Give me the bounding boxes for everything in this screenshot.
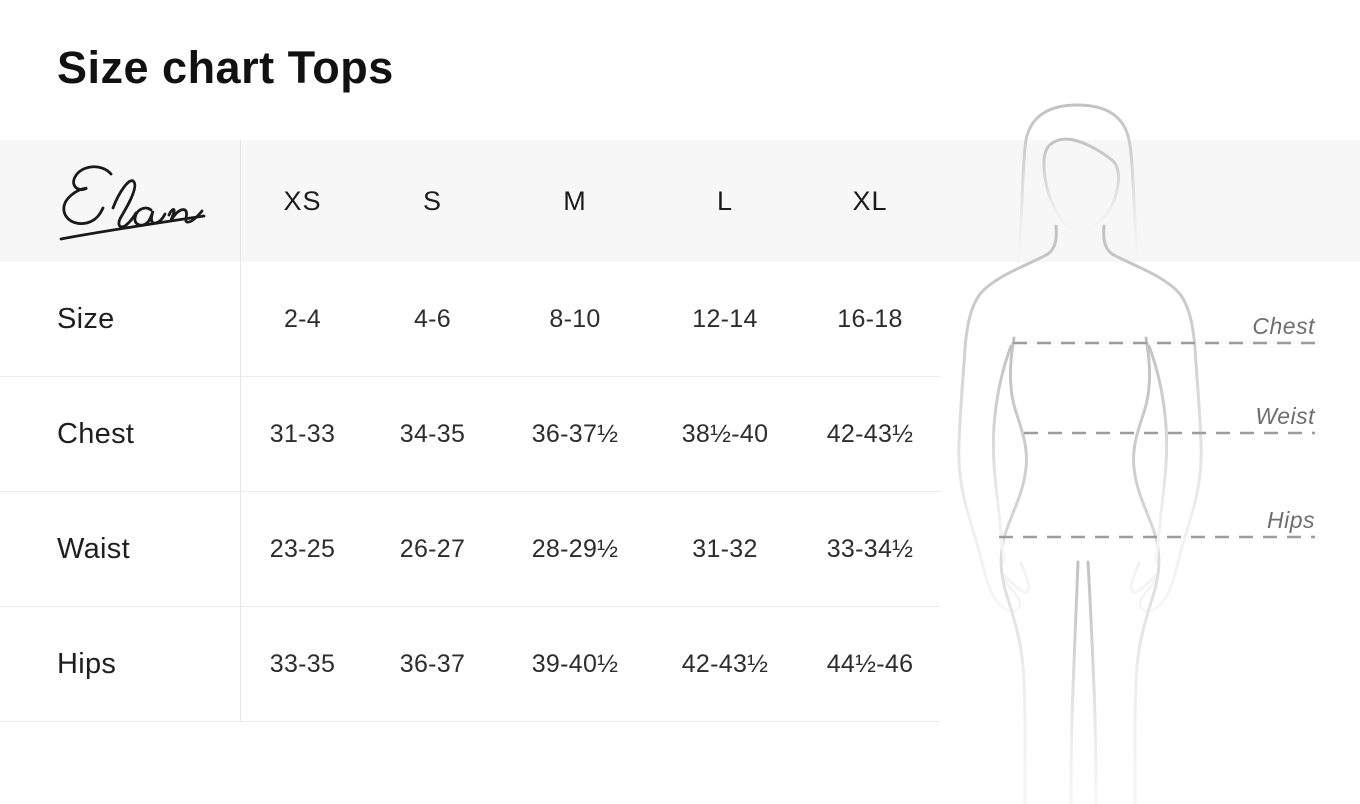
- cell-size-l: 12-14: [692, 304, 758, 333]
- female-body-outline-icon: Chest Weist Hips: [957, 103, 1316, 804]
- row-label-chest: Chest: [57, 417, 135, 450]
- cell-hips-xl: 44½-46: [826, 649, 914, 678]
- cell-chest-xl: 42-43½: [826, 419, 914, 448]
- figure-label-weist: Weist: [1255, 403, 1316, 429]
- column-header-xs: XS: [283, 185, 322, 216]
- table-row-hips: Hips 33-35 36-37 39-40½ 42-43½ 44½-46: [0, 607, 940, 722]
- cell-waist-xl: 33-34½: [826, 534, 914, 563]
- row-label-hips: Hips: [57, 647, 117, 680]
- cell-size-xl: 16-18: [837, 304, 903, 333]
- column-header-s: S: [422, 185, 442, 216]
- column-header-xl: XL: [852, 185, 888, 216]
- row-label-size: Size: [57, 302, 115, 335]
- cell-hips-l: 42-43½: [681, 649, 769, 678]
- size-chart-table: Elan XS S M L XL: [0, 140, 940, 722]
- cell-chest-l: 38½-40: [681, 419, 769, 448]
- table-row-size: Size 2-4 4-6 8-10 12-14 16-18: [0, 262, 940, 377]
- column-header-m: M: [563, 185, 587, 216]
- figure-label-chest: Chest: [1252, 313, 1316, 339]
- row-label-waist: Waist: [57, 532, 130, 565]
- cell-size-s: 4-6: [413, 304, 452, 333]
- body-outline-strokes: [957, 103, 1203, 804]
- column-header-l: L: [716, 185, 734, 216]
- cell-hips-s: 36-37: [399, 649, 466, 678]
- cell-hips-xs: 33-35: [269, 649, 336, 678]
- table-row-chest: Chest 31-33 34-35 36-37½ 38½-40 42-43½: [0, 377, 940, 492]
- elan-script-logo-icon: [59, 164, 206, 240]
- table-column-divider: [240, 140, 241, 721]
- cell-waist-m: 28-29½: [531, 534, 619, 563]
- cell-size-xs: 2-4: [283, 304, 322, 333]
- cell-waist-s: 26-27: [399, 534, 466, 563]
- measurement-dash-lines: [999, 341, 1315, 539]
- figure-label-hips: Hips: [1267, 507, 1315, 533]
- cell-chest-s: 34-35: [399, 419, 466, 448]
- brand-logo: Elan: [57, 162, 207, 247]
- cell-size-m: 8-10: [549, 304, 601, 333]
- page-title: Size chart Tops: [57, 42, 394, 93]
- measurement-figure: Chest Weist Hips: [940, 100, 1360, 804]
- cell-hips-m: 39-40½: [531, 649, 619, 678]
- cell-chest-xs: 31-33: [269, 419, 336, 448]
- cell-waist-xs: 23-25: [269, 534, 336, 563]
- cell-chest-m: 36-37½: [531, 419, 619, 448]
- brand-logo-cell: Elan: [0, 156, 240, 247]
- table-header-row: Elan XS S M L XL: [0, 140, 940, 262]
- table-row-waist: Waist 23-25 26-27 28-29½ 31-32 33-34½: [0, 492, 940, 607]
- cell-waist-l: 31-32: [692, 534, 758, 563]
